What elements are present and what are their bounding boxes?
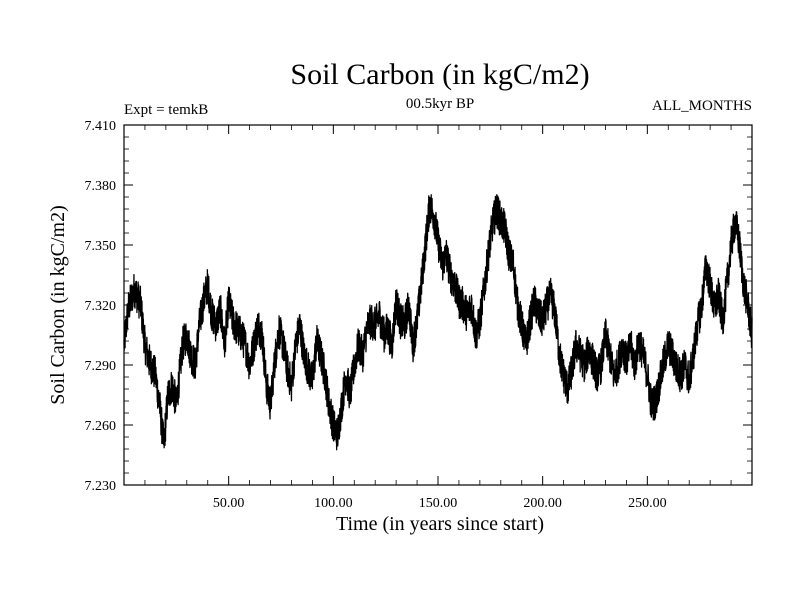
y-tick-label: 7.380 [85, 179, 117, 194]
experiment-label: Expt = temkB [124, 102, 208, 118]
y-tick-label: 7.260 [85, 419, 117, 434]
y-tick-label: 7.290 [85, 359, 117, 374]
y-tick-label: 7.230 [85, 479, 117, 494]
x-tick-label: 50.00 [213, 496, 245, 511]
x-tick-label: 250.00 [628, 496, 667, 511]
x-tick-label: 100.00 [314, 496, 353, 511]
y-axis-label: Soil Carbon (in kgC/m2) [47, 205, 69, 404]
series-layer [123, 194, 753, 451]
x-tick-label: 200.00 [523, 496, 562, 511]
y-tick-label: 7.320 [85, 299, 117, 314]
x-axis-label: Time (in years since start) [336, 513, 544, 535]
months-label: ALL_MONTHS [652, 98, 752, 114]
x-tick-label: 150.00 [419, 496, 458, 511]
x-axis-ticks: 50.00 100.00 150.00 200.00 250.00 [144, 125, 732, 511]
period-label: 00.5kyr BP [406, 96, 474, 112]
chart-title: Soil Carbon (in kgC/m2) [290, 58, 589, 91]
y-tick-label: 7.410 [85, 119, 117, 134]
series-line [123, 194, 753, 451]
plot-frame [123, 124, 753, 486]
y-tick-label: 7.350 [85, 239, 117, 254]
